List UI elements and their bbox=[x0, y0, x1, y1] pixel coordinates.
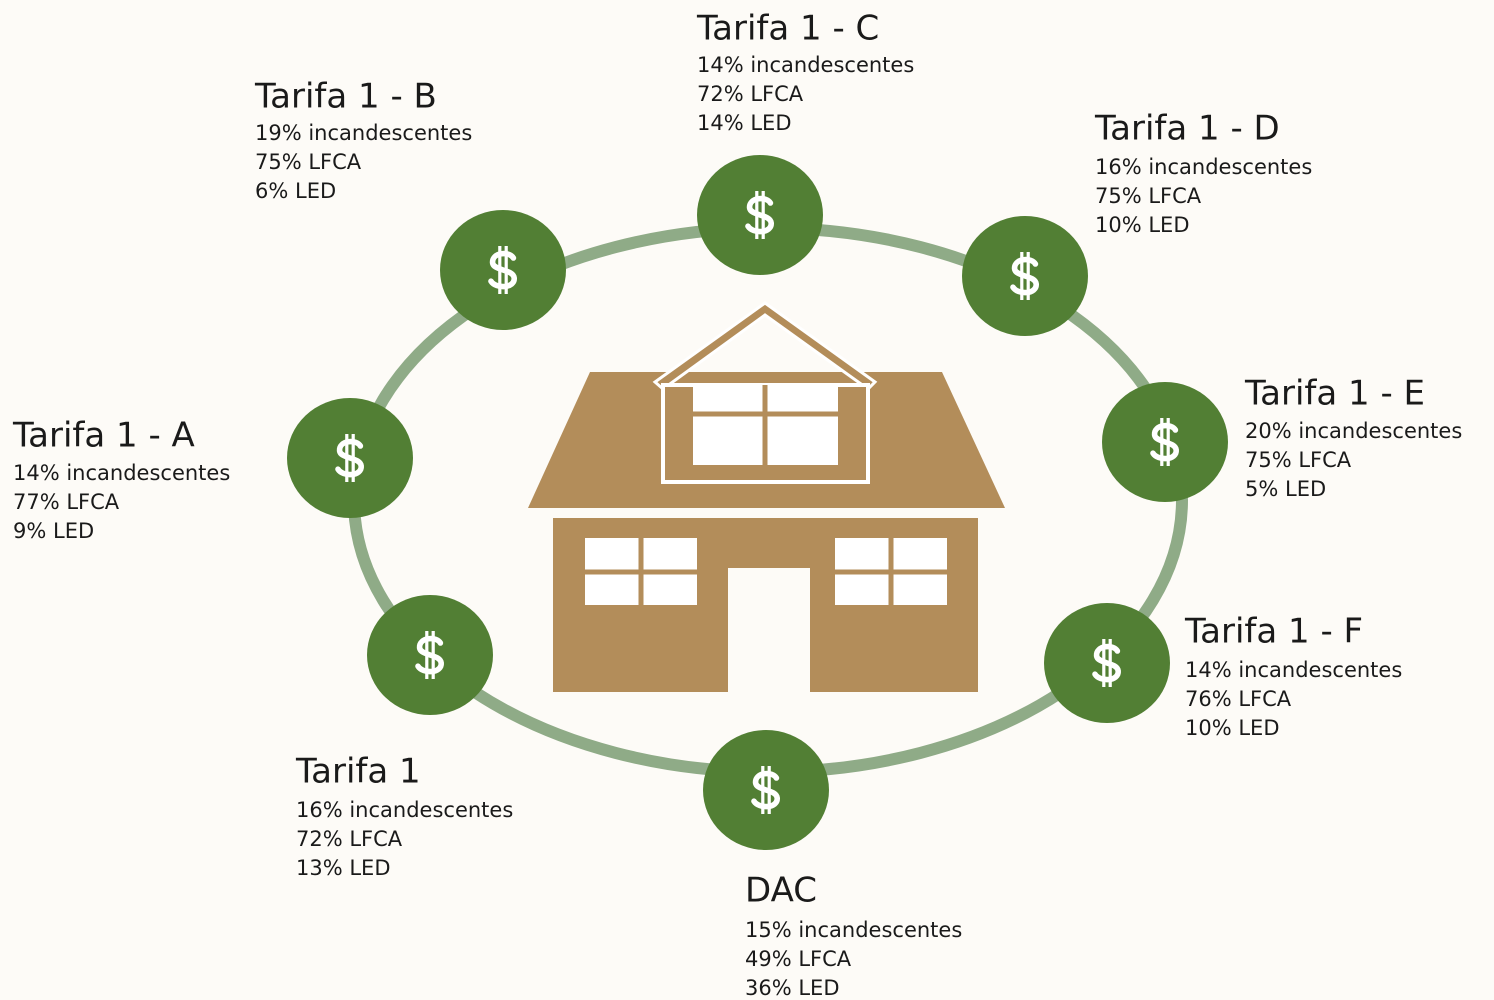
node-line: 36% LED bbox=[745, 976, 840, 1000]
node-title: DAC bbox=[745, 871, 817, 911]
node-line: 16% incandescentes bbox=[296, 798, 513, 822]
node-line: 72% LFCA bbox=[296, 827, 403, 851]
node-line: 16% incandescentes bbox=[1095, 155, 1312, 179]
node-line: 77% LFCA bbox=[13, 490, 120, 514]
node-title: Tarifa 1 bbox=[295, 752, 421, 792]
node-line: 14% incandescentes bbox=[697, 53, 914, 77]
node-line: 10% LED bbox=[1185, 716, 1280, 740]
node-line: 19% incandescentes bbox=[255, 121, 472, 145]
node-line: 5% LED bbox=[1245, 477, 1326, 501]
node-line: 20% incandescentes bbox=[1245, 419, 1462, 443]
node-line: 72% LFCA bbox=[697, 82, 804, 106]
node-line: 14% incandescentes bbox=[1185, 658, 1402, 682]
node-line: 75% LFCA bbox=[255, 150, 362, 174]
node-title: Tarifa 1 - E bbox=[1244, 374, 1425, 414]
node-title: Tarifa 1 - C bbox=[696, 9, 879, 49]
node-line: 14% LED bbox=[697, 111, 792, 135]
node-line: 75% LFCA bbox=[1245, 448, 1352, 472]
node-line: 6% LED bbox=[255, 179, 336, 203]
node-line: 13% LED bbox=[296, 856, 391, 880]
house bbox=[528, 301, 1005, 692]
node-line: 10% LED bbox=[1095, 213, 1190, 237]
node-line: 75% LFCA bbox=[1095, 184, 1202, 208]
node-line: 15% incandescentes bbox=[745, 918, 962, 942]
node-title: Tarifa 1 - D bbox=[1094, 109, 1280, 149]
node-title: Tarifa 1 - B bbox=[254, 77, 437, 117]
node-title: Tarifa 1 - A bbox=[12, 416, 195, 456]
node-line: 9% LED bbox=[13, 519, 94, 543]
node-line: 49% LFCA bbox=[745, 947, 852, 971]
node-line: 14% incandescentes bbox=[13, 461, 230, 485]
node-title: Tarifa 1 - F bbox=[1184, 612, 1363, 652]
node-line: 76% LFCA bbox=[1185, 687, 1292, 711]
